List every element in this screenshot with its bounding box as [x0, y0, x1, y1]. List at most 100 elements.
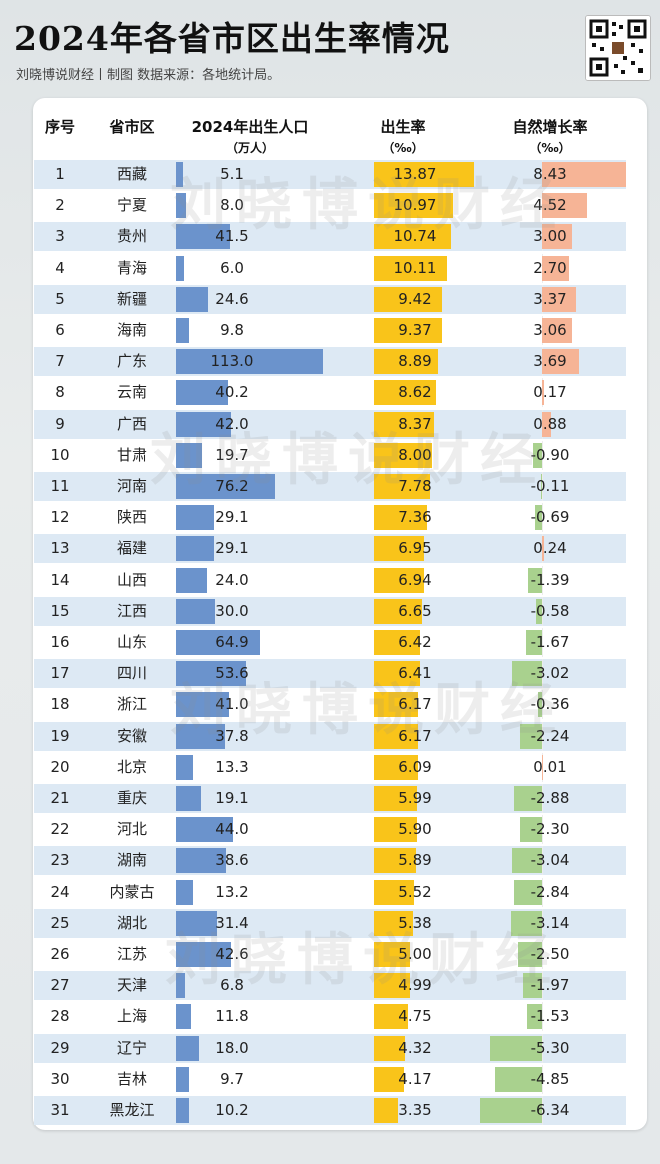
- births-cell: 42.6: [215, 945, 249, 963]
- births-bar: [176, 162, 183, 187]
- region-cell: 西藏: [116, 165, 147, 183]
- birth-rate-cell: 9.37: [398, 321, 432, 339]
- natural-growth-bar: [542, 318, 573, 343]
- birth-rate-bar: [374, 879, 414, 905]
- births-cell: 40.2: [215, 383, 249, 402]
- births-cell: 8.0: [220, 196, 244, 215]
- table-row: 12 陕西 29.1 7.36 -0.69: [34, 503, 626, 533]
- birth-rate-bar: [374, 536, 425, 562]
- col-unit-natural-growth: （‰）: [529, 141, 571, 155]
- births-cell: 64.9: [215, 633, 249, 651]
- births-cell: 41.0: [215, 695, 249, 714]
- birth-rate-cell: 5.90: [398, 820, 432, 839]
- table-row: 18 浙江 41.0 6.17 -0.36: [34, 690, 626, 720]
- col-header-region: 省市区: [109, 118, 155, 136]
- birth-rate-bar: [374, 598, 422, 624]
- birth-rate-bar: [374, 349, 439, 375]
- table-row: 16 山东 64.9 6.42 -1.67: [34, 628, 626, 657]
- col-header-birth-rate: 出生率: [380, 118, 426, 136]
- table-row: 19 安徽 37.8 6.17 -2.24: [34, 721, 626, 751]
- birth-rate-bar: [374, 255, 447, 281]
- table-row: 13 福建 29.1 6.95 0.24: [34, 534, 626, 564]
- births-bar: [176, 411, 231, 437]
- birth-rate-cell: 6.42: [398, 633, 432, 651]
- rank-cell: 13: [50, 539, 70, 558]
- natural-growth-bar: [517, 942, 542, 967]
- natural-growth-cell: -0.69: [530, 508, 570, 527]
- table-row: 17 四川 53.6 6.41 -3.02: [34, 659, 626, 689]
- rank-cell: 8: [55, 383, 65, 402]
- rank-cell: 21: [50, 789, 70, 807]
- birth-rate-bar: [374, 474, 431, 499]
- rank-cell: 10: [50, 445, 70, 464]
- region-cell: 浙江: [116, 695, 147, 714]
- col-header-rank: 序号: [44, 118, 75, 136]
- region-cell: 贵州: [116, 227, 147, 246]
- births-cell: 19.7: [215, 445, 249, 464]
- growth-zero-line: [542, 908, 543, 938]
- birth-rate-cell: 9.42: [398, 289, 432, 308]
- births-bar: [176, 1004, 192, 1030]
- growth-zero-line: [542, 690, 543, 720]
- births-bar: [176, 349, 323, 375]
- birth-rate-cell: 8.89: [398, 352, 432, 371]
- births-bar: [176, 817, 234, 843]
- col-unit-birth-rate: （‰）: [382, 141, 424, 155]
- births-cell: 41.5: [215, 227, 249, 246]
- natural-growth-cell: -2.30: [530, 820, 570, 839]
- births-cell: 76.2: [215, 477, 249, 495]
- natural-growth-cell: 0.88: [533, 414, 567, 433]
- births-bar: [176, 786, 201, 811]
- table-row: 7 广东 113.0 8.89 3.69: [34, 347, 626, 377]
- birth-rate-cell: 3.35: [398, 1101, 432, 1119]
- region-cell: 江西: [116, 601, 147, 620]
- region-cell: 甘肃: [116, 445, 147, 464]
- col-unit-births: （万人）: [225, 141, 274, 155]
- rank-cell: 28: [50, 1007, 70, 1026]
- rank-cell: 17: [50, 664, 70, 683]
- births-cell: 53.6: [215, 664, 249, 683]
- births-cell: 9.7: [220, 1069, 244, 1088]
- births-cell: 13.2: [215, 882, 249, 901]
- table-row: 25 湖北 31.4 5.38 -3.14: [34, 908, 626, 938]
- rank-cell: 25: [50, 913, 70, 932]
- births-cell: 38.6: [215, 851, 249, 870]
- region-cell: 海南: [116, 321, 147, 339]
- natural-growth-cell: -3.14: [530, 913, 570, 932]
- natural-growth-bar: [525, 630, 542, 655]
- birth-rate-bar: [374, 411, 435, 437]
- natural-growth-cell: 2.70: [533, 258, 567, 277]
- natural-growth-bar: [514, 879, 542, 905]
- region-cell: 辽宁: [116, 1038, 147, 1057]
- births-bar: [176, 942, 232, 967]
- natural-growth-bar: [542, 754, 543, 780]
- birth-rate-cell: 10.97: [393, 196, 437, 215]
- natural-growth-cell: -1.39: [530, 570, 570, 589]
- natural-growth-cell: -2.88: [530, 789, 570, 807]
- region-cell: 山西: [116, 570, 147, 589]
- table-row: 2 宁夏 8.0 10.97 4.52: [34, 191, 626, 221]
- birth-rate-bar: [374, 380, 437, 406]
- birth-rate-cell: 8.00: [398, 445, 432, 464]
- region-cell: 湖北: [116, 913, 147, 932]
- natural-growth-cell: 0.24: [533, 539, 567, 558]
- birth-rate-cell: 8.62: [398, 383, 432, 402]
- birth-rate-bar: [374, 286, 442, 312]
- birth-rate-cell: 4.17: [398, 1069, 432, 1088]
- growth-zero-line: [542, 877, 543, 907]
- rank-cell: 19: [50, 726, 70, 745]
- natural-growth-cell: -2.50: [530, 945, 570, 963]
- birth-rate-cell: 5.99: [398, 789, 432, 807]
- natural-growth-cell: -0.90: [530, 445, 570, 464]
- birth-rate-cell: 5.89: [398, 851, 432, 870]
- rank-cell: 29: [50, 1038, 70, 1057]
- birth-rate-cell: 6.95: [398, 539, 432, 558]
- births-cell: 29.1: [215, 539, 249, 558]
- growth-zero-line: [542, 503, 543, 533]
- birth-rate-cell: 4.99: [398, 976, 432, 995]
- births-cell: 37.8: [215, 726, 249, 745]
- birth-rate-cell: 6.41: [398, 664, 432, 683]
- page-title: 2024年各省市区出生率情况: [14, 19, 450, 58]
- births-bar: [176, 567, 208, 593]
- natural-growth-cell: 0.01: [533, 757, 567, 776]
